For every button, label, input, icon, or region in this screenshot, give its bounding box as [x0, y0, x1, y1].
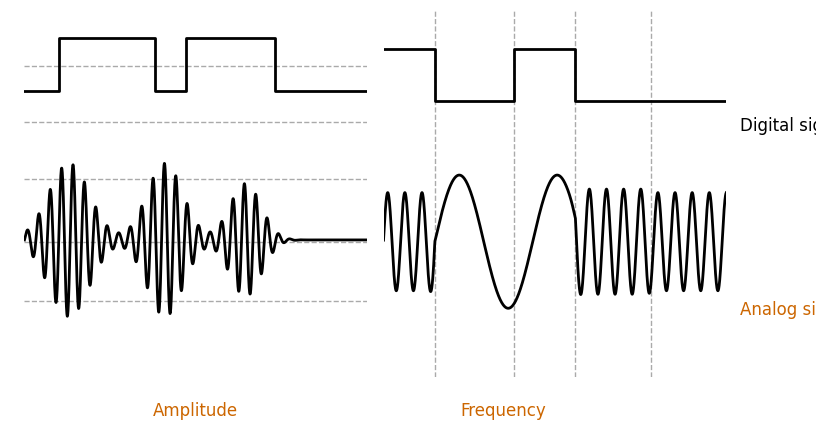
Text: Analog signal: Analog signal: [740, 301, 816, 319]
Text: Frequency: Frequency: [460, 402, 547, 420]
Text: Digital signal: Digital signal: [740, 117, 816, 135]
Text: Amplitude: Amplitude: [153, 402, 238, 420]
